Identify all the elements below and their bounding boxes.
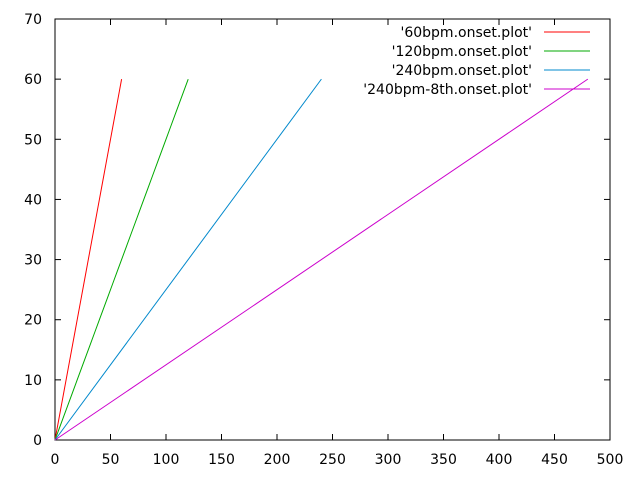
legend-label-3: '240bpm-8th.onset.plot' — [363, 82, 532, 98]
y-tick-label: 20 — [24, 313, 42, 329]
x-tick-label: 450 — [541, 452, 568, 468]
y-tick-label: 60 — [24, 72, 42, 88]
legend-label-0: '60bpm.onset.plot' — [401, 25, 533, 41]
series-line-0 — [54, 79, 123, 441]
x-tick-label: 200 — [264, 452, 291, 468]
series-line-1 — [54, 78, 189, 441]
legend-label-2: '240bpm.onset.plot' — [392, 63, 532, 79]
series-line-3 — [54, 78, 589, 441]
y-axis: 0 10 20 30 40 50 60 70 — [24, 12, 610, 449]
x-tick-label: 350 — [430, 452, 457, 468]
x-tick-label: 500 — [597, 452, 624, 468]
series-lines — [54, 78, 589, 441]
y-tick-label: 70 — [24, 12, 42, 28]
y-tick-label: 40 — [24, 192, 42, 208]
y-tick-label: 0 — [33, 433, 42, 449]
series-line-2 — [54, 78, 322, 441]
x-tick-label: 250 — [319, 452, 346, 468]
legend: '60bpm.onset.plot' '120bpm.onset.plot' '24… — [363, 25, 590, 98]
y-tick-label: 50 — [24, 132, 42, 148]
x-tick-label: 150 — [208, 452, 235, 468]
y-tick-label: 10 — [24, 373, 42, 389]
x-tick-label: 50 — [102, 452, 120, 468]
x-axis: 0 50 100 150 200 250 300 350 400 450 500 — [51, 19, 624, 468]
x-tick-label: 400 — [486, 452, 513, 468]
x-tick-label: 100 — [153, 452, 180, 468]
x-tick-label: 300 — [375, 452, 402, 468]
y-tick-label: 30 — [24, 253, 42, 269]
x-tick-label: 0 — [51, 452, 60, 468]
legend-label-1: '120bpm.onset.plot' — [392, 44, 532, 60]
